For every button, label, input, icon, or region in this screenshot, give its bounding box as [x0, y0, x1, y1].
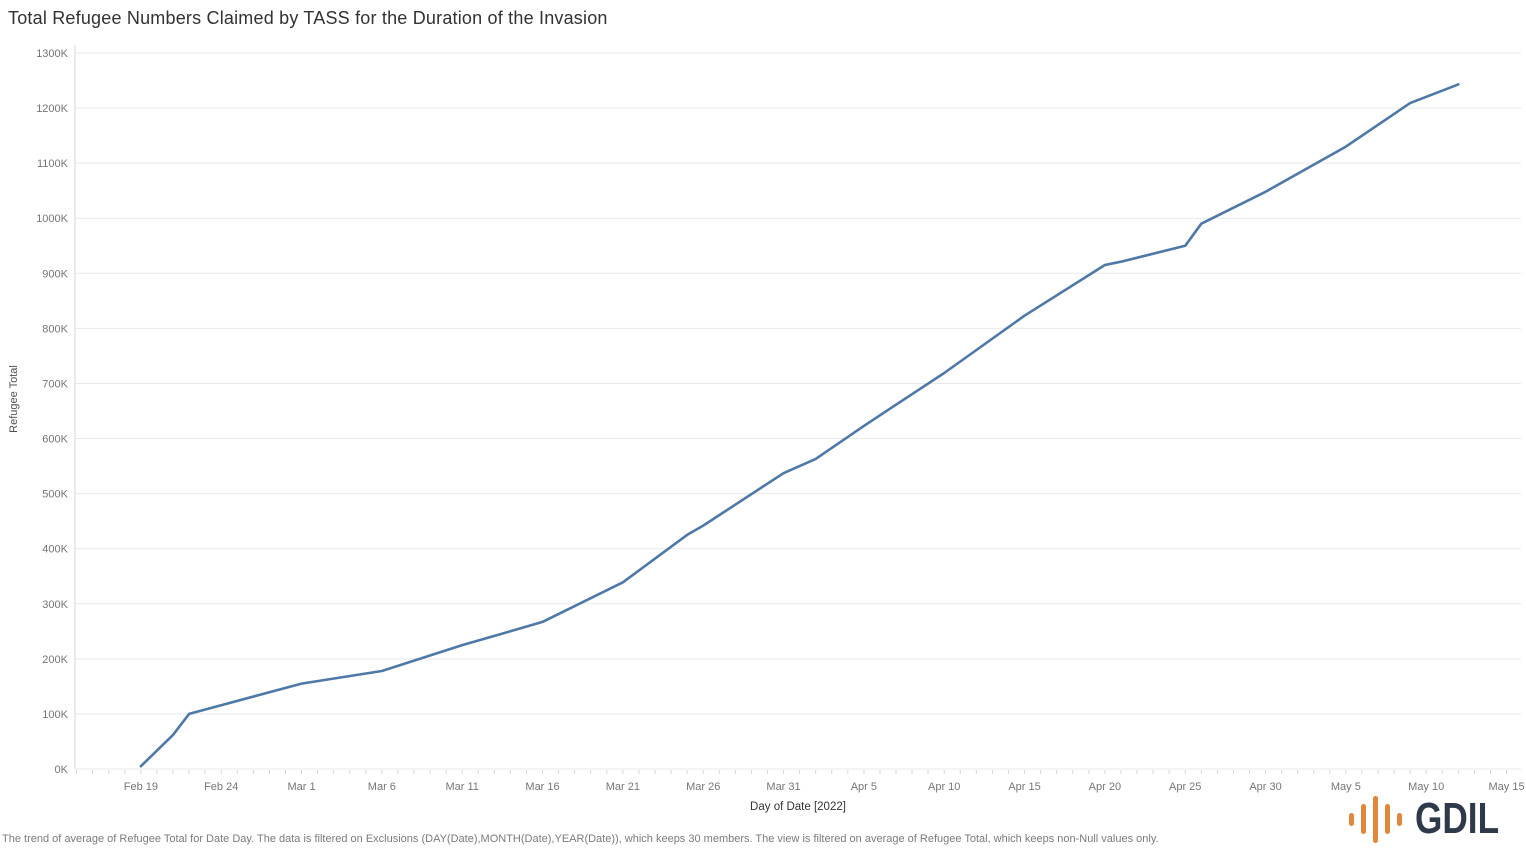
y-tick-label: 600K — [42, 434, 68, 446]
x-tick-label: May 10 — [1408, 781, 1444, 793]
y-tick-label: 700K — [42, 378, 68, 390]
x-tick-label: Mar 26 — [686, 781, 720, 793]
chart-title: Total Refugee Numbers Claimed by TASS fo… — [8, 8, 608, 28]
x-tick-label: Mar 6 — [368, 781, 396, 793]
logo-text: GDIL — [1414, 794, 1499, 843]
y-tick-label: 100K — [42, 709, 68, 721]
x-tick-label: Mar 1 — [287, 781, 315, 793]
x-tick-label: Apr 30 — [1249, 781, 1281, 793]
x-tick-label: Apr 5 — [851, 781, 877, 793]
x-tick-label: Feb 19 — [124, 781, 158, 793]
x-tick-label: Apr 25 — [1169, 781, 1201, 793]
y-tick-label: 800K — [42, 323, 68, 335]
trend-line[interactable] — [139, 83, 1460, 768]
gdil-logo: GDIL — [1348, 792, 1520, 846]
y-tick-label: 400K — [42, 544, 68, 556]
y-tick-label: 900K — [42, 268, 68, 280]
y-tick-label: 1100K — [37, 158, 69, 170]
y-tick-label: 1200K — [36, 103, 68, 115]
x-tick-label: Feb 24 — [204, 781, 238, 793]
y-tick-label: 0K — [55, 764, 69, 776]
chart-caption: The trend of average of Refugee Total fo… — [2, 833, 1159, 845]
logo-bar — [1348, 812, 1354, 826]
logo-waveform-icon — [1348, 792, 1409, 846]
logo-bar — [1396, 812, 1402, 826]
logo-bar — [1384, 804, 1390, 834]
x-tick-label: Mar 21 — [606, 781, 640, 793]
y-tick-label: 500K — [42, 489, 68, 501]
logo-bar — [1360, 804, 1366, 834]
logo-bar — [1372, 795, 1378, 843]
y-tick-label: 200K — [42, 654, 68, 666]
y-tick-label: 1300K — [36, 48, 68, 60]
x-tick-label: May 5 — [1331, 781, 1361, 793]
x-tick-label: Apr 15 — [1008, 781, 1040, 793]
x-tick-label: Mar 11 — [445, 781, 478, 793]
x-tick-label: Mar 16 — [525, 781, 559, 793]
y-tick-label: 1000K — [36, 213, 68, 225]
x-axis-title: Day of Date [2022] — [750, 801, 846, 813]
x-tick-label: May 15 — [1489, 781, 1525, 793]
x-tick-label: Mar 31 — [766, 781, 800, 793]
x-tick-label: Apr 20 — [1089, 781, 1121, 793]
y-tick-label: 300K — [42, 599, 68, 611]
x-tick-label: Apr 10 — [928, 781, 960, 793]
